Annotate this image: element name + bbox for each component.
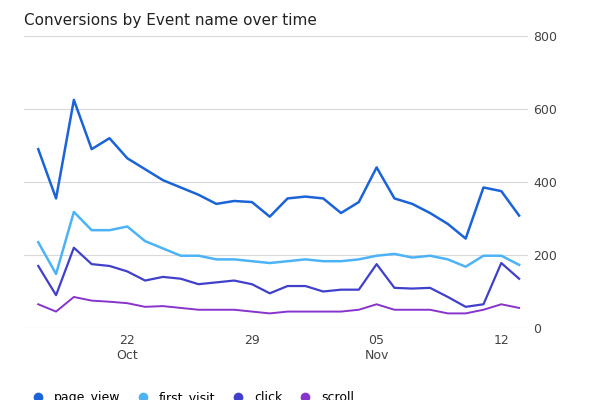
Legend: page_view, first_visit, click, scroll: page_view, first_visit, click, scroll: [20, 386, 359, 400]
Text: Conversions by Event name over time: Conversions by Event name over time: [24, 13, 317, 28]
